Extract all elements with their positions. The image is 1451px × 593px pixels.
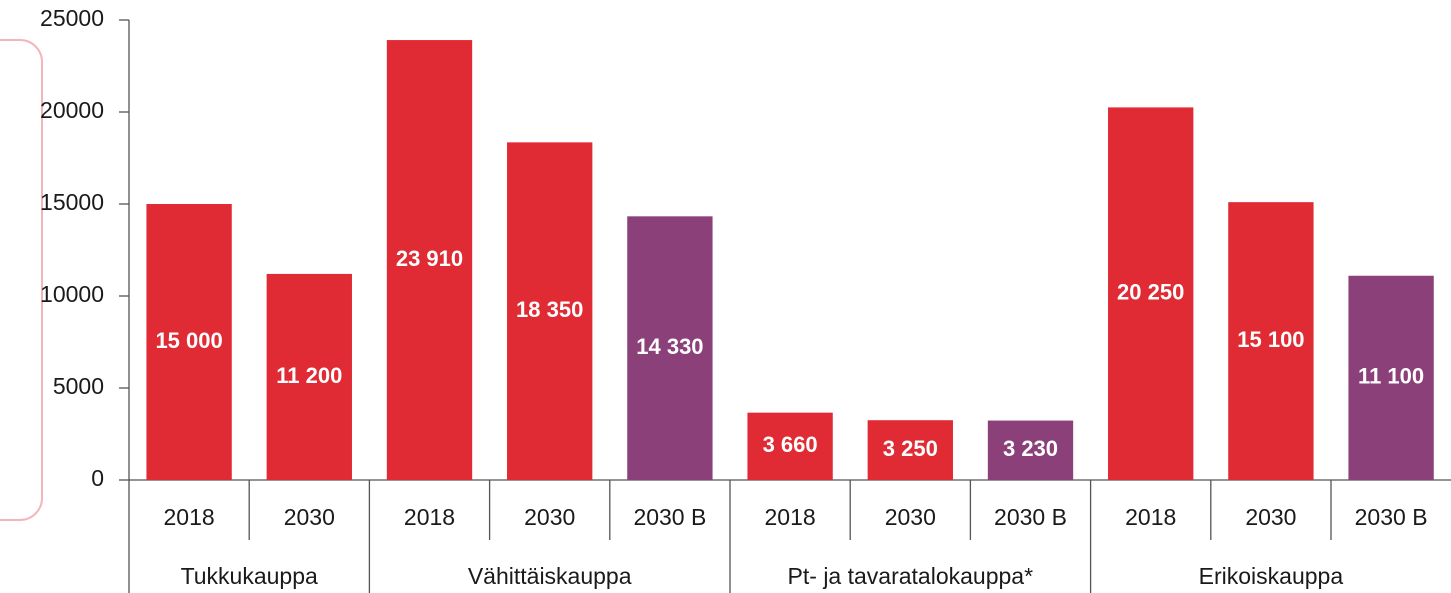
x-tick-label: 2018 (164, 504, 215, 530)
value-label: 15 100 (1237, 327, 1304, 352)
x-tick-label: 2030 (524, 504, 575, 530)
side-panel (0, 39, 43, 521)
value-label: 11 200 (276, 363, 342, 388)
group-label: Erikoiskauppa (1199, 563, 1344, 589)
bar (507, 142, 593, 481)
value-label: 3 250 (883, 436, 938, 461)
value-label: 20 250 (1117, 280, 1184, 305)
x-tick-label: 2030 B (1355, 504, 1428, 530)
x-tick-label: 2030 (1245, 504, 1296, 530)
value-label: 11 100 (1358, 364, 1424, 389)
value-label: 3 230 (1003, 436, 1058, 461)
y-tick-label: 25000 (40, 5, 104, 31)
bar (266, 273, 352, 480)
value-label: 3 660 (763, 432, 818, 457)
y-tick-label: 0 (91, 465, 104, 491)
y-tick-label: 5000 (53, 373, 104, 399)
bar (1228, 202, 1314, 480)
bar (987, 420, 1074, 480)
y-tick-label: 15000 (40, 189, 104, 215)
value-label: 18 350 (516, 297, 583, 322)
value-label: 14 330 (636, 334, 703, 359)
x-tick-label: 2030 (284, 504, 335, 530)
x-tick-label: 2030 B (633, 504, 706, 530)
group-label: Vähittäiskauppa (468, 563, 632, 589)
group-label: Tukkukauppa (181, 563, 318, 589)
x-tick-label: 2018 (765, 504, 816, 530)
x-tick-label: 2030 B (994, 504, 1067, 530)
y-tick-label: 20000 (40, 97, 104, 123)
group-label: Pt- ja tavaratalokauppa* (788, 563, 1034, 589)
bar (627, 216, 713, 480)
y-tick-label: 10000 (40, 281, 104, 307)
value-label: 15 000 (155, 328, 222, 353)
bar (146, 204, 232, 480)
bar (386, 40, 473, 480)
x-tick-label: 2018 (1125, 504, 1176, 530)
bar (747, 412, 833, 480)
bar (867, 420, 953, 480)
bar (1348, 275, 1434, 480)
x-tick-label: 2030 (885, 504, 936, 530)
value-label: 23 910 (396, 246, 463, 271)
bar (1108, 107, 1194, 481)
x-tick-label: 2018 (404, 504, 455, 530)
